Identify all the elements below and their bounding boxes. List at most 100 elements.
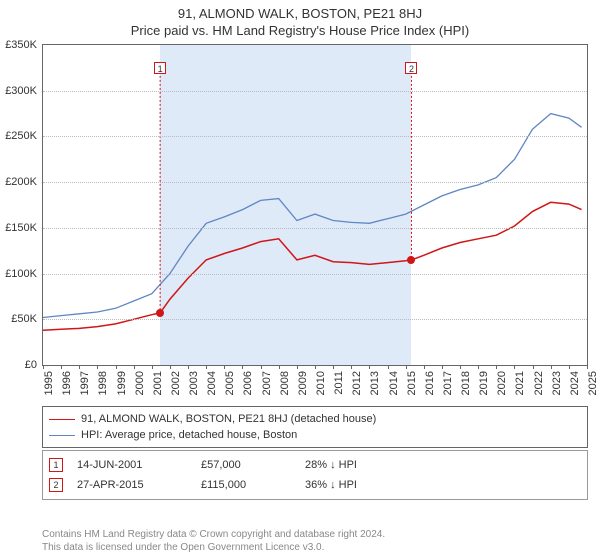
xtick xyxy=(369,365,370,369)
xtick xyxy=(170,365,171,369)
chart-container: 91, ALMOND WALK, BOSTON, PE21 8HJ Price … xyxy=(0,0,600,560)
xtick xyxy=(514,365,515,369)
xtick-label: 1996 xyxy=(61,371,73,395)
xtick xyxy=(79,365,80,369)
sale-delta: 36% ↓ HPI xyxy=(305,479,357,491)
xtick-label: 2009 xyxy=(297,371,309,395)
xtick xyxy=(315,365,316,369)
series-line-hpi xyxy=(43,114,582,318)
xtick xyxy=(460,365,461,369)
xtick-label: 2003 xyxy=(188,371,200,395)
xtick-label: 2024 xyxy=(569,371,581,395)
footer-attribution: Contains HM Land Registry data © Crown c… xyxy=(42,529,588,554)
xtick-label: 2013 xyxy=(369,371,381,395)
gridline-h xyxy=(43,91,587,92)
gridline-h xyxy=(43,136,587,137)
xtick-label: 2022 xyxy=(533,371,545,395)
line-series-svg xyxy=(43,45,587,365)
legend-row: 91, ALMOND WALK, BOSTON, PE21 8HJ (detac… xyxy=(49,411,581,427)
xtick-label: 2006 xyxy=(242,371,254,395)
xtick xyxy=(388,365,389,369)
ytick-label: £150K xyxy=(5,222,37,234)
ytick-label: £300K xyxy=(5,85,37,97)
xtick xyxy=(224,365,225,369)
ytick-label: £350K xyxy=(5,39,37,51)
xtick xyxy=(478,365,479,369)
gridline-h xyxy=(43,274,587,275)
sales-row: 1 14-JUN-2001 £57,000 28% ↓ HPI xyxy=(49,455,581,475)
legend-label: HPI: Average price, detached house, Bost… xyxy=(81,429,297,441)
xtick xyxy=(533,365,534,369)
legend-swatch xyxy=(49,435,75,436)
xtick xyxy=(424,365,425,369)
xtick-label: 2025 xyxy=(587,371,599,395)
xtick xyxy=(279,365,280,369)
xtick xyxy=(43,365,44,369)
xtick-label: 2014 xyxy=(388,371,400,395)
xtick-label: 2015 xyxy=(406,371,418,395)
gridline-h xyxy=(43,182,587,183)
sale-index-box: 2 xyxy=(49,478,63,492)
sale-dot xyxy=(407,256,415,264)
xtick xyxy=(551,365,552,369)
xtick-label: 2011 xyxy=(333,371,345,395)
xtick-label: 2023 xyxy=(551,371,563,395)
legend-box: 91, ALMOND WALK, BOSTON, PE21 8HJ (detac… xyxy=(42,406,588,448)
xtick xyxy=(297,365,298,369)
xtick-label: 2001 xyxy=(152,371,164,395)
xtick-label: 2010 xyxy=(315,371,327,395)
xtick-label: 2021 xyxy=(514,371,526,395)
xtick-label: 2016 xyxy=(424,371,436,395)
xtick xyxy=(496,365,497,369)
ytick-label: £200K xyxy=(5,176,37,188)
xtick-label: 2017 xyxy=(442,371,454,395)
sale-date: 27-APR-2015 xyxy=(77,479,187,491)
xtick xyxy=(406,365,407,369)
ytick-label: £250K xyxy=(5,130,37,142)
gridline-h xyxy=(43,228,587,229)
xtick xyxy=(152,365,153,369)
ytick-label: £100K xyxy=(5,268,37,280)
xtick xyxy=(261,365,262,369)
footer-line1: Contains HM Land Registry data © Crown c… xyxy=(42,529,588,542)
sale-delta: 28% ↓ HPI xyxy=(305,459,357,471)
chart-title-line1: 91, ALMOND WALK, BOSTON, PE21 8HJ xyxy=(0,0,600,21)
xtick xyxy=(116,365,117,369)
series-line-price_paid xyxy=(43,202,582,330)
xtick-label: 2004 xyxy=(206,371,218,395)
xtick xyxy=(442,365,443,369)
legend-label: 91, ALMOND WALK, BOSTON, PE21 8HJ (detac… xyxy=(81,413,376,425)
xtick xyxy=(587,365,588,369)
sales-table: 1 14-JUN-2001 £57,000 28% ↓ HPI 2 27-APR-2015… xyxy=(42,450,588,500)
xtick-label: 2005 xyxy=(224,371,236,395)
sale-dot xyxy=(156,309,164,317)
sales-row: 2 27-APR-2015 £115,000 36% ↓ HPI xyxy=(49,475,581,495)
xtick-label: 1998 xyxy=(97,371,109,395)
xtick-label: 2000 xyxy=(134,371,146,395)
xtick-label: 2018 xyxy=(460,371,472,395)
chart-title-line2: Price paid vs. HM Land Registry's House … xyxy=(0,21,600,38)
xtick-label: 2007 xyxy=(261,371,273,395)
sale-price: £57,000 xyxy=(201,459,291,471)
xtick-label: 1997 xyxy=(79,371,91,395)
xtick xyxy=(134,365,135,369)
xtick xyxy=(351,365,352,369)
gridline-h xyxy=(43,319,587,320)
xtick xyxy=(242,365,243,369)
xtick xyxy=(188,365,189,369)
sale-index-box: 1 xyxy=(49,458,63,472)
ytick-label: £50K xyxy=(11,313,37,325)
sale-price: £115,000 xyxy=(201,479,291,491)
plot-area: £0£50K£100K£150K£200K£250K£300K£350K1995… xyxy=(42,44,588,366)
sale-marker-box: 2 xyxy=(405,62,417,74)
xtick xyxy=(206,365,207,369)
xtick-label: 2020 xyxy=(496,371,508,395)
xtick xyxy=(569,365,570,369)
sale-marker-box: 1 xyxy=(154,62,166,74)
sale-date: 14-JUN-2001 xyxy=(77,459,187,471)
ytick-label: £0 xyxy=(25,359,37,371)
xtick xyxy=(333,365,334,369)
xtick xyxy=(61,365,62,369)
xtick-label: 2002 xyxy=(170,371,182,395)
xtick xyxy=(97,365,98,369)
